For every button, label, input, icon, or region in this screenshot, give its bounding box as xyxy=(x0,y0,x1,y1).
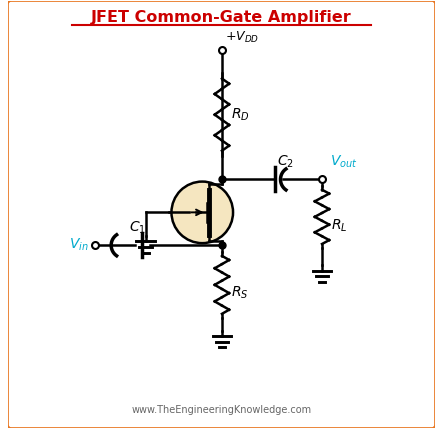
Circle shape xyxy=(171,181,233,243)
Text: JFET Common-Gate Amplifier: JFET Common-Gate Amplifier xyxy=(91,10,352,25)
Text: $+V_{DD}$: $+V_{DD}$ xyxy=(225,30,260,45)
Text: $R_L$: $R_L$ xyxy=(331,217,348,234)
Text: $V_{out}$: $V_{out}$ xyxy=(330,154,358,170)
Text: $R_D$: $R_D$ xyxy=(231,106,250,123)
Text: $C_1$: $C_1$ xyxy=(129,220,146,236)
FancyBboxPatch shape xyxy=(5,0,438,429)
Text: $R_S$: $R_S$ xyxy=(231,284,249,301)
Text: $V_{in}$: $V_{in}$ xyxy=(69,237,89,254)
Text: $C_2$: $C_2$ xyxy=(277,154,294,170)
Text: www.TheEngineeringKnowledge.com: www.TheEngineeringKnowledge.com xyxy=(132,405,311,415)
